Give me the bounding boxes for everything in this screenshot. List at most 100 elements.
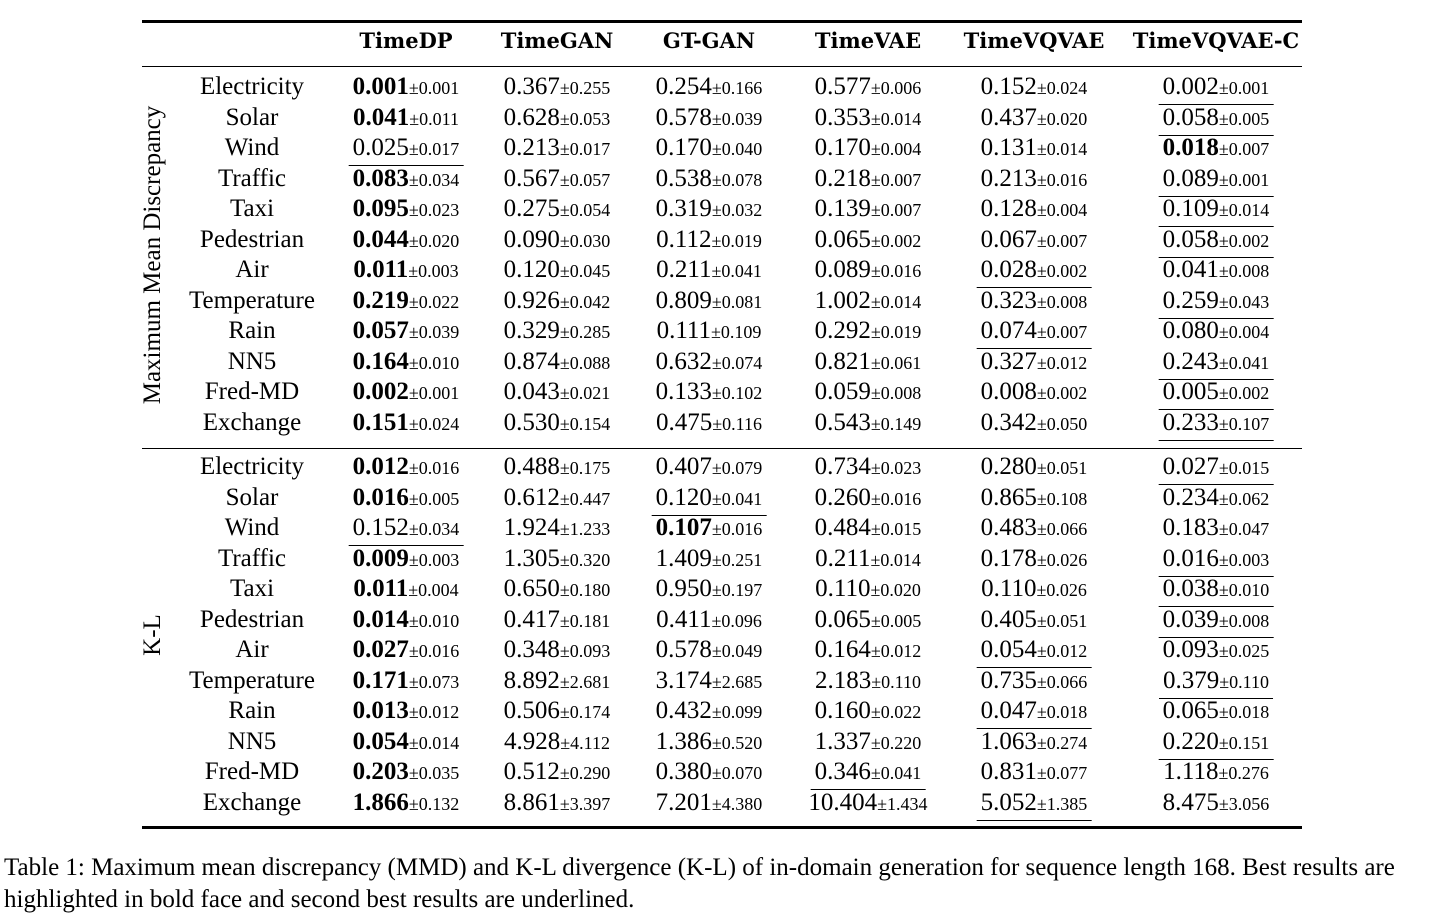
cell-mean: 1.924 <box>503 514 560 541</box>
cell-mean: 7.201 <box>655 788 712 816</box>
cell-std: ±0.014 <box>870 291 922 312</box>
dataset-name: NN5 <box>227 727 277 755</box>
cell-std: ±0.285 <box>559 322 611 342</box>
cell-std: ±0.001 <box>408 383 460 403</box>
dataset-name: Electricity <box>199 73 305 100</box>
cell-std: ±0.132 <box>408 793 460 814</box>
table-cell: 0.041±0.008 <box>1163 255 1270 286</box>
cell-mean: 0.821 <box>814 347 871 375</box>
table-cell: 0.234±0.062 <box>1163 483 1270 514</box>
cell-std: ±0.166 <box>711 78 763 98</box>
table-cell: 0.089±0.016 <box>815 255 922 286</box>
table-cell: 8.861±3.397 <box>504 788 611 819</box>
cell-std: ±0.154 <box>559 413 611 434</box>
dataset-name: Taxi <box>229 575 275 602</box>
cell-std: ±0.520 <box>711 732 763 753</box>
column-header-timegan: TimeGAN <box>500 28 614 53</box>
cell-mean: 0.405 <box>980 605 1037 633</box>
cell-std: ±0.001 <box>408 78 460 98</box>
table-cell: 0.002±0.001 <box>1158 72 1274 105</box>
cell-std: ±0.034 <box>408 519 460 539</box>
cell-std: ±0.008 <box>1036 291 1088 312</box>
table-cell: 0.111±0.109 <box>657 316 762 347</box>
cell-mean: 0.025 <box>352 134 409 161</box>
table-cell: 0.152±0.024 <box>981 72 1088 103</box>
cell-std: ±0.081 <box>711 291 763 312</box>
cell-mean: 0.110 <box>815 575 871 602</box>
cell-std: ±0.251 <box>711 549 763 570</box>
table-cell: 0.809±0.081 <box>656 286 763 317</box>
table-caption: Table 1: Maximum mean discrepancy (MMD) … <box>4 854 1395 913</box>
column-header-timevqvae-c: TimeVQVAE-C <box>1132 28 1300 53</box>
table-cell: 0.110±0.020 <box>815 574 921 605</box>
table-cell: 1.063±0.274 <box>981 727 1088 758</box>
table-cell: 0.054±0.012 <box>976 635 1092 668</box>
cell-std: ±0.447 <box>559 488 611 509</box>
table-cell: 0.012±0.016 <box>353 452 460 483</box>
cell-std: ±0.041 <box>711 261 762 281</box>
table-cell: 0.018±0.007 <box>1163 133 1270 164</box>
cell-mean: 0.234 <box>1162 483 1219 511</box>
cell-mean: 4.928 <box>504 727 561 755</box>
cell-mean: 0.628 <box>503 103 560 131</box>
cell-std: ±0.088 <box>559 352 611 373</box>
cell-mean: 0.329 <box>503 317 560 344</box>
cell-mean: 0.013 <box>352 697 409 724</box>
table-cell: 0.407±0.079 <box>656 452 763 483</box>
cell-std: ±0.045 <box>559 261 611 281</box>
cell-mean: 0.139 <box>814 195 871 222</box>
cell-std: ±0.002 <box>1218 230 1270 251</box>
cell-std: ±0.151 <box>1218 732 1270 753</box>
cell-std: ±0.003 <box>408 549 460 570</box>
table-cell: 0.170±0.004 <box>815 133 922 164</box>
cell-std: ±0.074 <box>711 352 763 373</box>
cell-mean: 5.052 <box>980 788 1037 816</box>
cell-std: ±0.004 <box>870 139 922 159</box>
cell-std: ±0.014 <box>1036 139 1088 159</box>
table-cell: 0.011±0.003 <box>353 255 458 286</box>
cell-std: ±0.004 <box>1218 322 1270 342</box>
cell-mean: 0.348 <box>503 636 560 663</box>
table-cell: 0.151±0.024 <box>353 408 460 439</box>
table-cell: 0.164±0.010 <box>353 347 460 378</box>
dataset-name: Wind <box>224 514 280 541</box>
table-cell: 0.109±0.014 <box>1158 194 1274 227</box>
cell-mean: 0.112 <box>656 225 712 253</box>
table-cell: 0.044±0.020 <box>353 225 460 256</box>
cell-mean: 0.243 <box>1162 347 1219 375</box>
table-cell: 0.632±0.074 <box>656 347 763 378</box>
cell-mean: 0.044 <box>352 225 409 253</box>
cell-mean: 0.016 <box>1162 544 1219 572</box>
table-cell: 0.133±0.102 <box>656 377 763 408</box>
table-cell: 1.924±1.233 <box>504 513 611 544</box>
cell-mean: 0.734 <box>814 453 871 480</box>
cell-std: ±0.175 <box>559 458 611 478</box>
cell-std: ±0.049 <box>711 641 763 661</box>
cell-std: ±0.051 <box>1036 458 1088 478</box>
dataset-name: Taxi <box>229 195 275 222</box>
cell-mean: 0.950 <box>655 575 712 602</box>
cell-mean: 0.484 <box>814 514 871 541</box>
cell-mean: 8.892 <box>503 666 560 694</box>
cell-mean: 0.183 <box>1162 514 1219 541</box>
cell-std: ±0.010 <box>1218 580 1270 600</box>
cell-mean: 0.014 <box>352 605 409 633</box>
table-cell: 0.512±0.290 <box>504 757 611 788</box>
table-cell: 0.120±0.041 <box>651 483 767 516</box>
table-cell: 8.892±2.681 <box>504 666 611 697</box>
table-cell: 1.386±0.520 <box>656 727 763 758</box>
table-cell: 0.014±0.010 <box>353 605 460 636</box>
cell-mean: 0.027 <box>1162 453 1219 480</box>
cell-mean: 0.059 <box>814 378 871 405</box>
cell-mean: 0.002 <box>352 378 409 405</box>
cell-std: ±0.290 <box>559 763 611 783</box>
table-cell: 0.083±0.034 <box>353 164 460 195</box>
cell-std: ±0.110 <box>1219 671 1269 692</box>
cell-std: ±0.001 <box>1218 78 1270 98</box>
table-cell: 0.171±0.073 <box>353 666 460 697</box>
cell-mean: 0.543 <box>814 408 871 436</box>
table-cell: 0.612±0.447 <box>504 483 611 514</box>
table-cell: 0.280±0.051 <box>981 452 1088 483</box>
cell-std: ±0.320 <box>559 549 611 570</box>
table-cell: 4.928±4.112 <box>504 727 610 758</box>
